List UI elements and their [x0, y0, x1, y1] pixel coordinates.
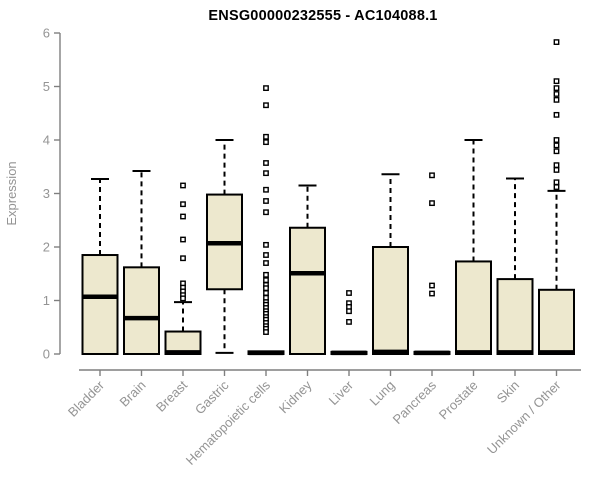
outlier-point	[263, 170, 269, 177]
outlier-point	[553, 184, 560, 190]
outlier-point	[180, 255, 186, 262]
box-skin	[496, 177, 534, 356]
outlier-point	[263, 133, 269, 140]
x-tick-label-unknown-other: Unknown / Other	[484, 377, 564, 457]
iqr-box	[123, 266, 160, 355]
outlier-point	[180, 182, 186, 189]
outlier-point	[263, 260, 269, 266]
outlier-point	[263, 160, 269, 166]
outlier-point	[429, 172, 435, 179]
y-axis-title: Expression	[4, 161, 19, 225]
outlier-point	[429, 282, 435, 289]
outlier-point	[180, 295, 186, 302]
outlier-point	[180, 201, 186, 208]
y-tick-label: 0	[43, 347, 50, 362]
x-tick-label-prostate: Prostate	[436, 378, 481, 423]
outlier-point	[263, 277, 269, 284]
x-tick-label-pancreas: Pancreas	[390, 377, 440, 427]
outlier-point	[553, 85, 560, 92]
outlier-point	[346, 319, 352, 325]
box-lung	[372, 173, 409, 355]
outlier-point	[263, 271, 269, 278]
y-axis: 0 1 2 3 4 5 6 Expression	[4, 26, 61, 362]
outlier-point	[553, 167, 560, 173]
box-bladder	[81, 178, 119, 355]
x-tick-label-skin: Skin	[494, 378, 522, 406]
outlier-point	[553, 148, 560, 155]
y-tick-label: 2	[43, 240, 50, 255]
outlier-point	[263, 102, 269, 109]
outlier-point	[180, 213, 186, 220]
x-tick-label-lung: Lung	[367, 378, 398, 409]
outlier-point	[263, 252, 269, 258]
outlier-point	[263, 209, 269, 216]
box-breast	[164, 182, 202, 355]
outlier-point	[263, 85, 269, 92]
outlier-point	[180, 236, 186, 243]
outlier-point	[553, 78, 560, 85]
box-liver	[330, 290, 368, 356]
outlier-point	[553, 111, 560, 118]
outlier-point	[346, 308, 352, 315]
x-tick-label-kidney: Kidney	[276, 377, 315, 416]
box-unknown-other	[538, 39, 575, 355]
outlier-point	[263, 139, 269, 146]
outlier-point	[346, 290, 352, 296]
box-hematopoietic-cells	[247, 85, 285, 356]
y-tick-label: 3	[43, 186, 50, 201]
iqr-box	[538, 288, 575, 355]
box-kidney	[289, 184, 326, 356]
x-tick-label-gastric: Gastric	[192, 377, 232, 417]
iqr-box	[372, 246, 409, 355]
x-tick-label-brain: Brain	[117, 378, 149, 410]
box-prostate	[455, 139, 492, 356]
outlier-point	[553, 39, 560, 45]
outlier-point	[263, 198, 269, 204]
y-tick-label: 5	[43, 79, 50, 94]
outlier-point	[553, 142, 560, 149]
outlier-point	[553, 91, 560, 97]
outlier-point	[263, 285, 269, 292]
y-tick-label: 6	[43, 26, 50, 41]
box-brain	[123, 170, 160, 355]
x-tick-label-bladder: Bladder	[65, 377, 108, 420]
chart-title: ENSG00000232555 - AC104088.1	[208, 8, 438, 24]
outlier-point	[263, 290, 269, 296]
x-tick-label-liver: Liver	[326, 377, 357, 408]
iqr-box	[81, 254, 119, 355]
outlier-point	[263, 241, 269, 248]
outlier-point	[553, 162, 560, 169]
outlier-point	[429, 290, 435, 297]
y-tick-label: 4	[43, 133, 50, 148]
iqr-box	[496, 278, 534, 356]
box-pancreas	[413, 172, 451, 356]
outlier-point	[429, 200, 435, 207]
outlier-point	[263, 186, 269, 193]
y-tick-label: 1	[43, 293, 50, 308]
outlier-point	[263, 329, 269, 335]
iqr-box	[455, 260, 492, 356]
box-gastric	[206, 139, 243, 354]
outlier-point	[553, 179, 560, 186]
x-tick-label-breast: Breast	[153, 377, 190, 414]
outlier-point	[553, 137, 560, 143]
iqr-box	[289, 226, 326, 356]
outlier-point	[553, 96, 560, 103]
